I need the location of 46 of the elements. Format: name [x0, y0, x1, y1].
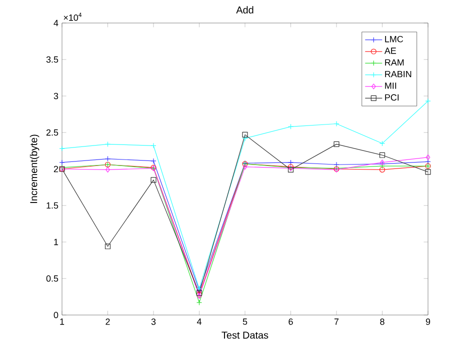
- x-tick-label: 4: [196, 318, 202, 325]
- point: [196, 300, 202, 306]
- x-axis-title: Test Datas: [222, 332, 268, 339]
- point: [242, 132, 248, 138]
- x-tick-label: 5: [242, 318, 248, 325]
- point: [150, 158, 156, 164]
- legend-label: RAM: [385, 59, 404, 66]
- x-tick-label: 1: [60, 318, 64, 325]
- y-tick-label: 3.5: [46, 56, 58, 63]
- y-tick-label: 0.5: [46, 275, 58, 282]
- point: [425, 169, 431, 175]
- legend-label: AE: [384, 48, 396, 54]
- point: [104, 244, 111, 250]
- legend-label: RABIN: [385, 70, 412, 78]
- point: [334, 141, 340, 147]
- y-tick-label: 2: [54, 166, 58, 172]
- chart-title: Add: [236, 6, 254, 14]
- y-tick-label: 1.5: [46, 202, 58, 209]
- x-tick-label: 2: [106, 318, 110, 325]
- point: [150, 177, 156, 183]
- point: [379, 140, 386, 146]
- point: [242, 164, 248, 170]
- x-tick-label: 6: [288, 318, 293, 325]
- text: ×10$^{4}$: [64, 12, 82, 21]
- y-tick-label: 1: [54, 238, 58, 246]
- legend-label: MII: [385, 82, 396, 89]
- y-tick-label: 2.5: [46, 129, 58, 136]
- y-axis-title: Increment(byte): [30, 134, 40, 203]
- point: [334, 120, 340, 127]
- point: [150, 142, 156, 148]
- y-tick-label: 0: [54, 312, 58, 318]
- x-tick-label: 9: [426, 318, 430, 325]
- x-tick-label: 3: [151, 318, 156, 325]
- x-tick-label: 8: [380, 318, 384, 325]
- legend-label: PCI: [385, 94, 399, 101]
- point: [288, 160, 294, 166]
- point: [104, 156, 111, 162]
- x-tick-label: 7: [334, 318, 339, 325]
- point: [288, 124, 294, 130]
- legend-label: LMC: [385, 36, 404, 42]
- y-tick-label: 3: [54, 92, 58, 100]
- point: [379, 166, 386, 173]
- point: [104, 141, 111, 147]
- point: [379, 152, 386, 158]
- point: [242, 136, 248, 142]
- y-tick-label: 4: [54, 20, 58, 26]
